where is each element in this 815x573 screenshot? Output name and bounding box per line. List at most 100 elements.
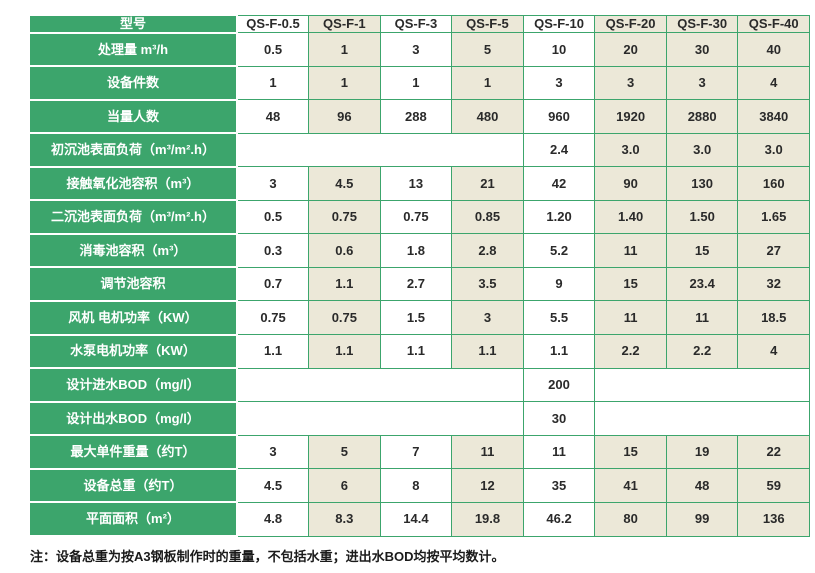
data-cell: 3 xyxy=(236,434,310,470)
data-cell: 3 xyxy=(379,32,453,67)
data-cell xyxy=(594,367,810,403)
data-cell: 8 xyxy=(379,468,453,503)
data-cell: 0.6 xyxy=(308,233,381,268)
row-label: 水泵电机功率（KW） xyxy=(30,333,238,370)
data-cell: 20 xyxy=(594,32,667,67)
column-header: QS-F-10 xyxy=(522,14,596,34)
data-cell: 0.75 xyxy=(308,300,381,336)
row-label: 设计出水BOD（mg/l） xyxy=(30,400,238,437)
column-header: QS-F-30 xyxy=(665,14,739,34)
table-row: 平面面积（m²） 4.8 8.3 14.4 19.8 46.2 80 99 136 xyxy=(30,501,810,537)
data-cell: 7 xyxy=(379,434,453,470)
table-row: 风机 电机功率（KW） 0.75 0.75 1.5 3 5.5 11 11 18.5 xyxy=(30,299,810,336)
column-header: QS-F-1 xyxy=(308,14,381,34)
data-cell: 1920 xyxy=(594,99,667,134)
data-cell: 4 xyxy=(737,334,810,369)
data-cell: 99 xyxy=(665,501,739,537)
column-header: QS-F-3 xyxy=(379,14,453,34)
data-cell: 30 xyxy=(665,32,739,67)
row-label: 最大单件重量（约T） xyxy=(30,434,238,470)
data-cell: 0.85 xyxy=(451,199,524,235)
data-cell: 1 xyxy=(451,65,524,101)
data-cell: 19 xyxy=(665,434,739,470)
data-cell: 1.1 xyxy=(308,266,381,302)
data-cell: 15 xyxy=(594,434,667,470)
column-header: QS-F-5 xyxy=(451,14,524,34)
data-cell: 1 xyxy=(308,32,381,67)
row-label: 接触氧化池容积（m³） xyxy=(30,165,238,202)
data-cell: 1.20 xyxy=(522,199,596,235)
data-cell: 4 xyxy=(737,65,810,101)
data-cell: 2.8 xyxy=(451,233,524,268)
data-cell: 136 xyxy=(737,501,810,537)
data-cell: 4.8 xyxy=(236,501,310,537)
data-cell: 3 xyxy=(665,65,739,101)
data-cell xyxy=(594,401,810,436)
data-cell: 40 xyxy=(737,32,810,67)
data-cell: 59 xyxy=(737,468,810,503)
header-row: 型号 QS-F-0.5 QS-F-1 QS-F-3 QS-F-5 QS-F-10 QS-F-… xyxy=(30,14,810,34)
data-cell: 5 xyxy=(451,32,524,67)
data-cell: 11 xyxy=(594,300,667,336)
table-row: 调节池容积 0.7 1.1 2.7 3.5 9 15 23.4 32 xyxy=(30,266,810,302)
data-cell: 3.0 xyxy=(594,132,667,168)
data-cell: 3.0 xyxy=(737,132,810,168)
data-cell: 35 xyxy=(522,468,596,503)
data-cell xyxy=(236,401,524,436)
spec-table: 型号 QS-F-0.5 QS-F-1 QS-F-3 QS-F-5 QS-F-10 QS-F-… xyxy=(30,14,810,537)
data-cell: 3 xyxy=(236,166,310,201)
data-cell: 3.5 xyxy=(451,266,524,302)
data-cell: 6 xyxy=(308,468,381,503)
data-cell: 3 xyxy=(594,65,667,101)
data-cell: 1.65 xyxy=(737,199,810,235)
data-cell: 0.75 xyxy=(236,300,310,336)
data-cell: 160 xyxy=(737,166,810,201)
data-cell: 8.3 xyxy=(308,501,381,537)
data-cell: 15 xyxy=(594,266,667,302)
data-cell: 1.1 xyxy=(308,334,381,369)
data-cell: 1.1 xyxy=(379,334,453,369)
data-cell: 21 xyxy=(451,166,524,201)
data-cell: 5 xyxy=(308,434,381,470)
data-cell: 1.5 xyxy=(379,300,453,336)
data-cell: 48 xyxy=(236,99,310,134)
data-cell: 48 xyxy=(665,468,739,503)
row-label: 设计进水BOD（mg/l） xyxy=(30,367,238,403)
data-cell: 11 xyxy=(522,434,596,470)
data-cell: 1 xyxy=(308,65,381,101)
data-cell: 11 xyxy=(451,434,524,470)
data-cell: 0.7 xyxy=(236,266,310,302)
data-cell: 1.40 xyxy=(594,199,667,235)
data-cell: 1 xyxy=(236,65,310,101)
data-cell: 80 xyxy=(594,501,667,537)
data-cell: 15 xyxy=(665,233,739,268)
model-header-cell: 型号 xyxy=(30,14,238,34)
data-cell: 32 xyxy=(737,266,810,302)
data-cell: 2880 xyxy=(665,99,739,134)
table-row: 接触氧化池容积（m³） 3 4.5 13 21 42 90 130 160 xyxy=(30,165,810,202)
data-cell: 0.75 xyxy=(308,199,381,235)
data-cell: 13 xyxy=(379,166,453,201)
data-cell: 2.4 xyxy=(522,132,596,168)
data-cell: 1 xyxy=(379,65,453,101)
data-cell: 1.8 xyxy=(379,233,453,268)
data-cell: 22 xyxy=(737,434,810,470)
data-cell: 5.2 xyxy=(522,233,596,268)
footnote: 注：设备总重为按A3钢板制作时的重量，不包括水重；进出水BOD均按平均数计。 xyxy=(30,549,505,564)
table-row: 最大单件重量（约T） 3 5 7 11 11 15 19 22 xyxy=(30,434,810,470)
data-cell: 11 xyxy=(594,233,667,268)
data-cell xyxy=(236,367,524,403)
data-cell: 2.2 xyxy=(665,334,739,369)
data-cell: 42 xyxy=(522,166,596,201)
table-row: 当量人数 48 96 288 480 960 1920 2880 3840 xyxy=(30,98,810,135)
data-cell: 19.8 xyxy=(451,501,524,537)
column-header: QS-F-40 xyxy=(737,14,810,34)
data-cell: 41 xyxy=(594,468,667,503)
data-cell: 96 xyxy=(308,99,381,134)
table-row: 设计出水BOD（mg/l） 30 xyxy=(30,400,810,437)
column-header: QS-F-0.5 xyxy=(236,14,310,34)
table-header: 型号 QS-F-0.5 QS-F-1 QS-F-3 QS-F-5 QS-F-10 QS-F-… xyxy=(30,14,810,34)
data-cell: 2.7 xyxy=(379,266,453,302)
data-cell: 0.5 xyxy=(236,199,310,235)
